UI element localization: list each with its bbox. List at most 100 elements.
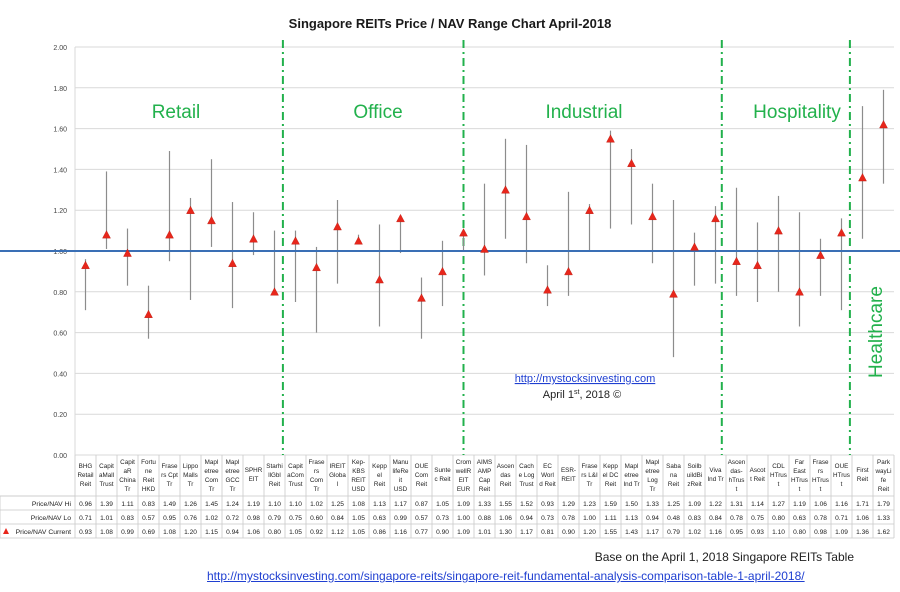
category-label: Far East HTrus t bbox=[791, 459, 808, 493]
category-label: Mapl etree Com Tr bbox=[204, 459, 219, 493]
current-marker bbox=[564, 266, 573, 276]
table-cell: 0.71 bbox=[79, 515, 92, 522]
current-marker bbox=[417, 293, 426, 302]
table-cell: 1.10 bbox=[289, 501, 302, 508]
category-label: AIMS AMP Cap Reit bbox=[477, 459, 492, 493]
table-cell: 1.17 bbox=[646, 529, 659, 536]
current-marker bbox=[648, 211, 657, 221]
table-cell: 1.06 bbox=[856, 515, 869, 522]
category-label: First Reit bbox=[856, 467, 868, 483]
category-label: Cach e Log Trust bbox=[519, 463, 535, 488]
category-label: IREIT Globa l bbox=[329, 463, 346, 488]
annotation-link[interactable]: http://mystocksinvesting.com bbox=[515, 373, 656, 385]
table-cell: 1.79 bbox=[877, 501, 890, 508]
current-marker bbox=[543, 285, 552, 294]
table-cell: 0.94 bbox=[520, 515, 533, 522]
category-label: Frase rs Com Tr bbox=[308, 459, 325, 493]
legend-triangle-icon bbox=[3, 528, 9, 534]
table-cell: 1.16 bbox=[835, 501, 848, 508]
table-cell: 1.43 bbox=[625, 529, 638, 536]
table-cell: 1.33 bbox=[646, 501, 659, 508]
current-marker bbox=[522, 211, 531, 221]
table-cell: 1.20 bbox=[583, 529, 596, 536]
table-cell: 0.63 bbox=[793, 515, 806, 522]
table-cell: 0.83 bbox=[142, 501, 155, 508]
y-tick-label: 1.20 bbox=[53, 208, 67, 215]
category-label: Soilb uildBi zReit bbox=[687, 463, 702, 488]
category-label: Mapl etree Ind Tr bbox=[623, 463, 639, 488]
current-marker bbox=[816, 250, 825, 259]
table-cell: 1.14 bbox=[751, 501, 764, 508]
table-cell: 0.88 bbox=[478, 515, 491, 522]
table-cell: 1.22 bbox=[709, 501, 722, 508]
sector-label: Healthcare bbox=[866, 286, 887, 378]
current-marker bbox=[795, 287, 804, 296]
current-marker bbox=[459, 228, 468, 237]
category-label: Ascot t Reit bbox=[750, 467, 766, 483]
table-cell: 1.05 bbox=[352, 529, 365, 536]
current-marker bbox=[732, 256, 741, 265]
table-cell: 0.73 bbox=[436, 515, 449, 522]
table-cell: 1.36 bbox=[856, 529, 869, 536]
table-cell: 1.02 bbox=[688, 529, 701, 536]
category-label: Starhi llGbl Reit bbox=[266, 463, 282, 488]
current-marker bbox=[291, 236, 300, 245]
category-label: Kepp el DC Reit bbox=[603, 463, 619, 488]
table-cell: 1.13 bbox=[625, 515, 638, 522]
table-cell: 1.10 bbox=[772, 529, 785, 536]
table-row-label: Price/NAV Lo bbox=[31, 515, 72, 522]
sector-label: Retail bbox=[152, 102, 201, 123]
current-marker bbox=[753, 260, 762, 269]
table-cell: 0.92 bbox=[310, 529, 323, 536]
current-marker bbox=[669, 289, 678, 298]
table-cell: 0.84 bbox=[709, 515, 722, 522]
table-cell: 0.80 bbox=[793, 529, 806, 536]
table-cell: 0.90 bbox=[436, 529, 449, 536]
table-cell: 1.62 bbox=[877, 529, 890, 536]
y-tick-label: 2.00 bbox=[53, 45, 67, 52]
current-marker bbox=[711, 213, 720, 223]
table-cell: 1.59 bbox=[604, 501, 617, 508]
table-cell: 1.15 bbox=[205, 529, 218, 536]
table-cell: 0.81 bbox=[541, 529, 554, 536]
table-cell: 1.26 bbox=[184, 501, 197, 508]
current-marker bbox=[585, 205, 594, 214]
table-cell: 1.01 bbox=[100, 515, 113, 522]
table-cell: 0.90 bbox=[562, 529, 575, 536]
table-cell: 1.09 bbox=[688, 501, 701, 508]
current-marker bbox=[207, 215, 216, 225]
table-cell: 1.19 bbox=[247, 501, 260, 508]
table-cell: 1.33 bbox=[877, 515, 890, 522]
table-cell: 1.27 bbox=[772, 501, 785, 508]
table-cell: 1.49 bbox=[163, 501, 176, 508]
table-cell: 1.50 bbox=[625, 501, 638, 508]
y-tick-label: 1.60 bbox=[53, 127, 67, 134]
category-label: Frase rs HTrus t bbox=[812, 459, 829, 493]
table-cell: 0.75 bbox=[289, 515, 302, 522]
table-cell: 1.33 bbox=[478, 501, 491, 508]
category-label: Lippo Malls Tr bbox=[183, 463, 199, 488]
table-cell: 0.96 bbox=[79, 501, 92, 508]
y-tick-label: 0.40 bbox=[53, 371, 67, 378]
table-cell: 1.05 bbox=[352, 515, 365, 522]
table-cell: 1.00 bbox=[583, 515, 596, 522]
table-cell: 1.05 bbox=[436, 501, 449, 508]
footer-note: Base on the April 1, 2018 Singapore REIT… bbox=[594, 550, 854, 564]
category-label: Park wayLi fe Reit bbox=[874, 459, 891, 493]
table-cell: 0.84 bbox=[331, 515, 344, 522]
category-label: Ascen das Reit bbox=[497, 463, 515, 488]
table-cell: 0.79 bbox=[667, 529, 680, 536]
table-cell: 0.71 bbox=[835, 515, 848, 522]
footer-link[interactable]: http://mystocksinvesting.com/singapore-r… bbox=[207, 569, 805, 583]
table-cell: 1.16 bbox=[709, 529, 722, 536]
current-marker bbox=[774, 226, 783, 235]
y-tick-label: 0.80 bbox=[53, 290, 67, 297]
category-label: Frase rs Cpt Tr bbox=[161, 463, 178, 488]
current-marker bbox=[249, 234, 258, 243]
table-cell: 1.19 bbox=[793, 501, 806, 508]
table-cell: 0.77 bbox=[415, 529, 428, 536]
category-label: OUE HTrus t bbox=[833, 463, 850, 488]
table-cell: 0.79 bbox=[268, 515, 281, 522]
current-marker bbox=[627, 158, 636, 167]
table-cell: 0.93 bbox=[751, 529, 764, 536]
